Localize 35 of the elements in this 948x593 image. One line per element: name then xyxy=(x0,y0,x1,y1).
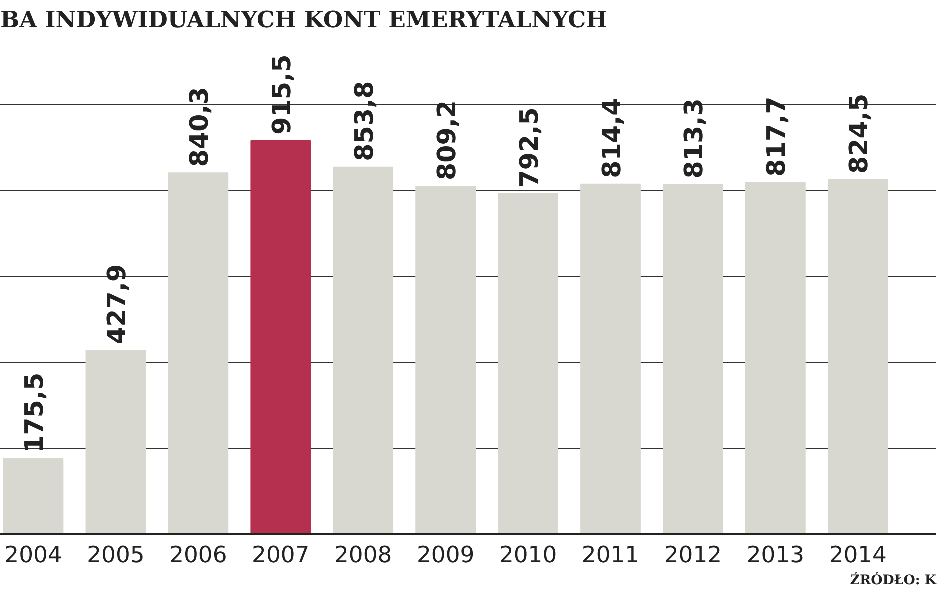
x-tick-label: 2005 xyxy=(87,542,145,568)
data-label: 427,9 xyxy=(101,264,132,345)
bar xyxy=(498,193,558,534)
data-label: 840,3 xyxy=(184,87,214,168)
bar xyxy=(580,184,641,534)
data-label: 175,5 xyxy=(18,372,49,454)
x-tick-label: 2009 xyxy=(416,542,475,568)
data-label: 814,4 xyxy=(596,98,626,178)
bar xyxy=(250,140,312,534)
x-tick-label: 2007 xyxy=(252,542,310,568)
text: ŹRÓDŁO: K xyxy=(850,572,937,588)
bar xyxy=(3,458,64,534)
bar xyxy=(168,172,229,534)
bar xyxy=(746,182,806,534)
x-tick-label: 2013 xyxy=(746,542,805,568)
data-label: 817,7 xyxy=(761,96,792,177)
data-label: 792,5 xyxy=(514,108,544,188)
bar xyxy=(333,166,394,534)
data-label: 824,5 xyxy=(844,94,874,174)
x-tick-label: 2012 xyxy=(664,542,722,568)
chart-title: BA INDYWIDUALNYCH KONT EMERYTALNYCH xyxy=(0,8,608,34)
bar xyxy=(416,186,476,534)
x-tick-label: 2004 xyxy=(4,542,62,568)
x-tick-label: 2006 xyxy=(170,542,228,568)
bar xyxy=(663,184,724,534)
x-tick-label: 2011 xyxy=(582,542,640,568)
data-label: 813,3 xyxy=(678,98,709,179)
bar xyxy=(86,350,146,534)
x-tick-label: 2008 xyxy=(334,542,392,568)
x-tick-label: 2014 xyxy=(829,542,887,568)
x-tick-label: 2010 xyxy=(499,542,558,568)
data-label: 915,5 xyxy=(266,54,296,135)
bar xyxy=(828,179,888,534)
data-label: 809,2 xyxy=(431,100,462,181)
data-label: 853,8 xyxy=(348,81,379,162)
